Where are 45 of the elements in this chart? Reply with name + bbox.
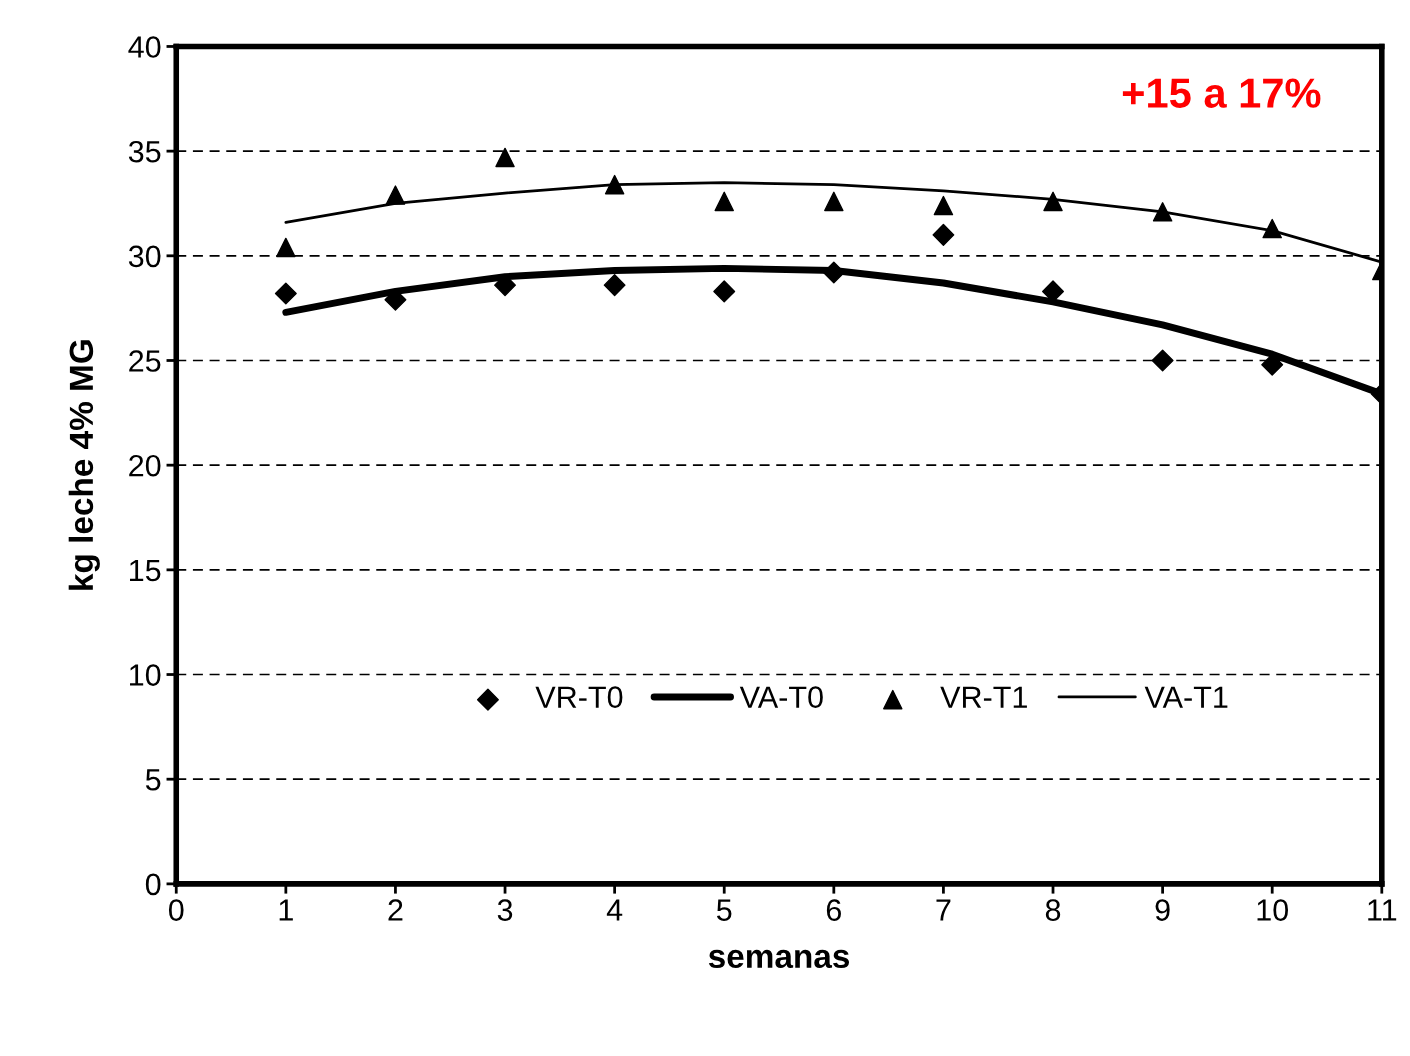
x-tick-label: 11 bbox=[1368, 899, 1397, 921]
x-tick-label: 4 bbox=[606, 899, 623, 921]
annotation: +15 a 17% bbox=[1122, 78, 1321, 108]
point bbox=[495, 147, 515, 168]
x-tick-label: 0 bbox=[168, 899, 184, 921]
point bbox=[1262, 218, 1282, 239]
y-tick-label: 20 bbox=[129, 454, 161, 477]
point bbox=[824, 191, 844, 212]
point bbox=[933, 195, 954, 216]
x-tick-label: 1 bbox=[279, 899, 293, 921]
y-tick-label: 10 bbox=[130, 664, 161, 686]
x-tick-label: 3 bbox=[497, 899, 513, 921]
point bbox=[822, 261, 845, 284]
point bbox=[1043, 191, 1063, 212]
legend-label: VA-T1 bbox=[1144, 686, 1228, 708]
x-tick-label: 5 bbox=[716, 899, 732, 921]
point bbox=[604, 174, 625, 195]
point bbox=[714, 191, 734, 212]
point bbox=[274, 282, 297, 305]
point bbox=[603, 274, 626, 297]
x-tick-label: 2 bbox=[388, 899, 403, 921]
legend-label: VA-T0 bbox=[739, 686, 823, 708]
x-tick-label: 8 bbox=[1045, 899, 1061, 921]
x-axis-title: semanas bbox=[708, 949, 850, 969]
y-tick-label: 30 bbox=[128, 245, 161, 268]
y-tick-label: 15 bbox=[130, 559, 161, 582]
y-axis-title: kg leche 4% MG bbox=[68, 340, 100, 590]
point bbox=[385, 185, 406, 205]
x-tick-label: 7 bbox=[936, 899, 951, 921]
point bbox=[1152, 202, 1173, 222]
x-tick-label: 6 bbox=[826, 899, 841, 921]
point bbox=[932, 223, 955, 246]
y-tick-label: 5 bbox=[145, 769, 161, 791]
y-tick-label: 40 bbox=[128, 36, 161, 58]
y-tick-label: 35 bbox=[128, 140, 161, 163]
point bbox=[1042, 280, 1065, 303]
y-tick-label: 0 bbox=[145, 873, 161, 896]
x-tick-label: 9 bbox=[1155, 899, 1170, 921]
point bbox=[1151, 349, 1174, 372]
x-tick-label: 10 bbox=[1257, 899, 1288, 921]
point bbox=[276, 237, 296, 258]
point bbox=[713, 280, 736, 303]
legend-label: VR-T0 bbox=[535, 686, 623, 708]
legend-label: VR-T1 bbox=[940, 686, 1027, 708]
y-tick-label: 25 bbox=[129, 350, 161, 372]
